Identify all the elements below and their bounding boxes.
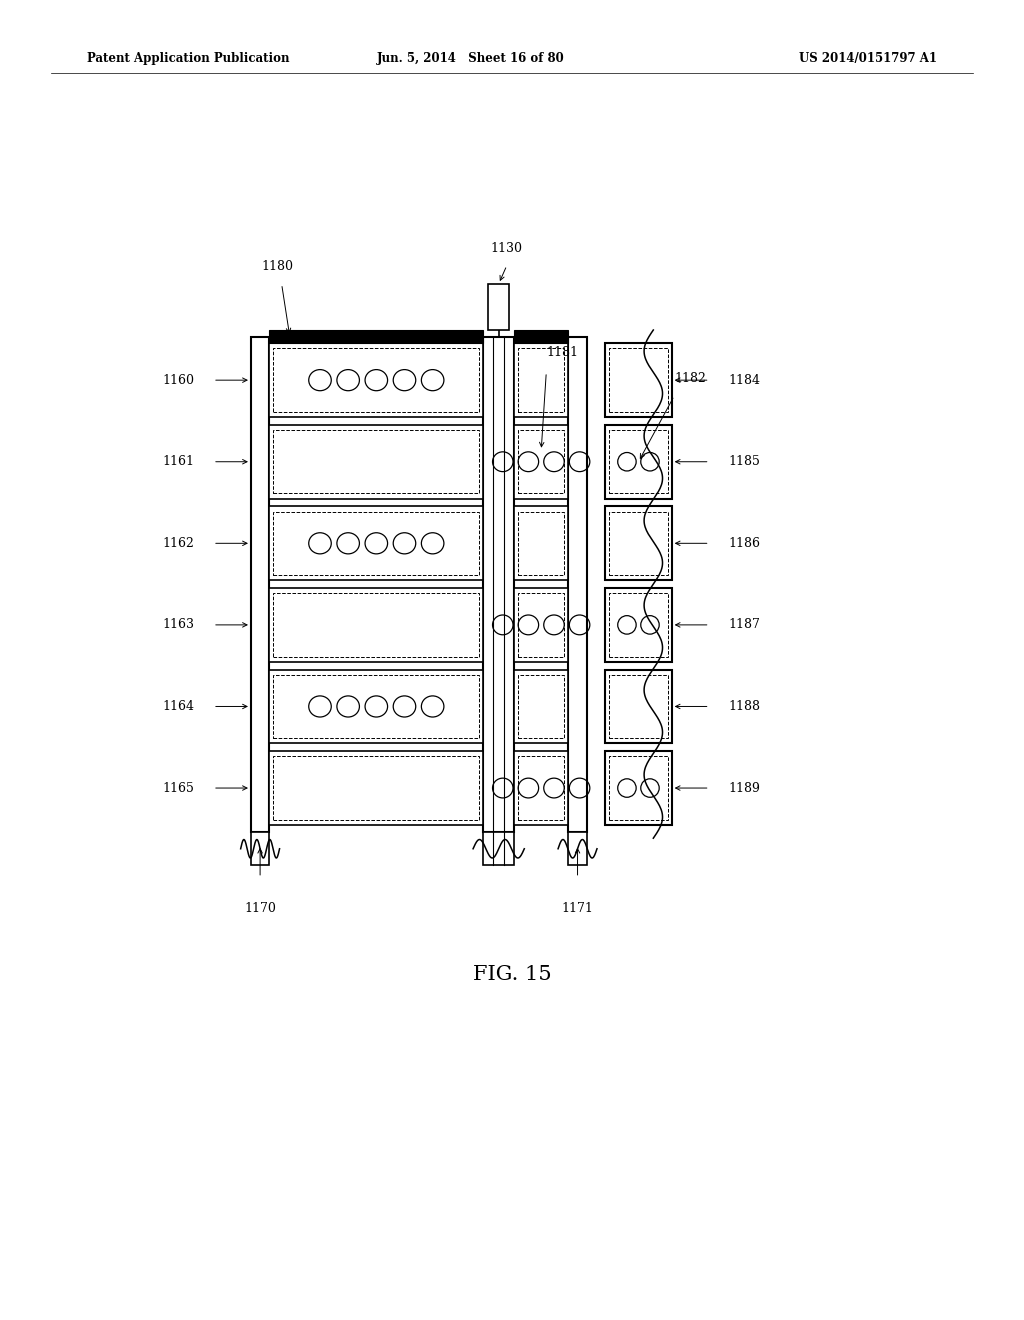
- Bar: [514, 751, 568, 825]
- Text: 1170: 1170: [244, 902, 276, 915]
- Bar: [518, 348, 564, 412]
- Text: 1164: 1164: [163, 700, 195, 713]
- Text: Patent Application Publication: Patent Application Publication: [87, 51, 290, 65]
- Bar: [273, 756, 479, 820]
- Bar: [269, 330, 483, 343]
- Text: 1162: 1162: [163, 537, 195, 550]
- Bar: [251, 832, 269, 865]
- Bar: [273, 430, 479, 494]
- Bar: [605, 751, 672, 825]
- Text: 1182: 1182: [675, 372, 707, 385]
- Bar: [605, 425, 672, 499]
- Bar: [273, 593, 479, 656]
- Bar: [605, 587, 672, 661]
- Text: 1185: 1185: [728, 455, 760, 469]
- Bar: [273, 675, 479, 738]
- Text: 1188: 1188: [728, 700, 760, 713]
- Text: 1130: 1130: [490, 242, 523, 255]
- Bar: [269, 507, 483, 581]
- Bar: [251, 337, 269, 832]
- Bar: [514, 669, 568, 743]
- Bar: [483, 832, 514, 865]
- Text: 1187: 1187: [728, 618, 760, 631]
- Text: 1161: 1161: [163, 455, 195, 469]
- Text: FIG. 15: FIG. 15: [473, 965, 551, 983]
- Text: US 2014/0151797 A1: US 2014/0151797 A1: [799, 51, 937, 65]
- Text: 1186: 1186: [728, 537, 760, 550]
- Text: 1189: 1189: [728, 781, 760, 795]
- Text: 1160: 1160: [163, 374, 195, 387]
- Bar: [605, 343, 672, 417]
- Bar: [518, 512, 564, 576]
- Bar: [609, 348, 668, 412]
- Bar: [488, 284, 509, 330]
- Bar: [609, 675, 668, 738]
- Bar: [273, 348, 479, 412]
- Text: 1180: 1180: [261, 260, 293, 273]
- Bar: [514, 343, 568, 417]
- Bar: [273, 512, 479, 576]
- Bar: [605, 507, 672, 581]
- Bar: [605, 669, 672, 743]
- Text: Jun. 5, 2014   Sheet 16 of 80: Jun. 5, 2014 Sheet 16 of 80: [377, 51, 565, 65]
- Bar: [609, 756, 668, 820]
- Text: 1181: 1181: [547, 346, 579, 359]
- Bar: [609, 593, 668, 656]
- Bar: [518, 756, 564, 820]
- Bar: [269, 343, 483, 417]
- Bar: [269, 587, 483, 661]
- Text: 1163: 1163: [163, 618, 195, 631]
- Text: 1184: 1184: [728, 374, 760, 387]
- Bar: [518, 593, 564, 656]
- Bar: [609, 430, 668, 494]
- Bar: [518, 675, 564, 738]
- Bar: [568, 337, 587, 832]
- Bar: [269, 751, 483, 825]
- Bar: [568, 832, 587, 865]
- Bar: [514, 330, 568, 343]
- Bar: [609, 512, 668, 576]
- Bar: [514, 507, 568, 581]
- Bar: [269, 669, 483, 743]
- Bar: [518, 430, 564, 494]
- Bar: [483, 337, 514, 832]
- Text: 1171: 1171: [561, 902, 594, 915]
- Bar: [269, 425, 483, 499]
- Bar: [514, 425, 568, 499]
- Bar: [514, 587, 568, 661]
- Text: 1165: 1165: [163, 781, 195, 795]
